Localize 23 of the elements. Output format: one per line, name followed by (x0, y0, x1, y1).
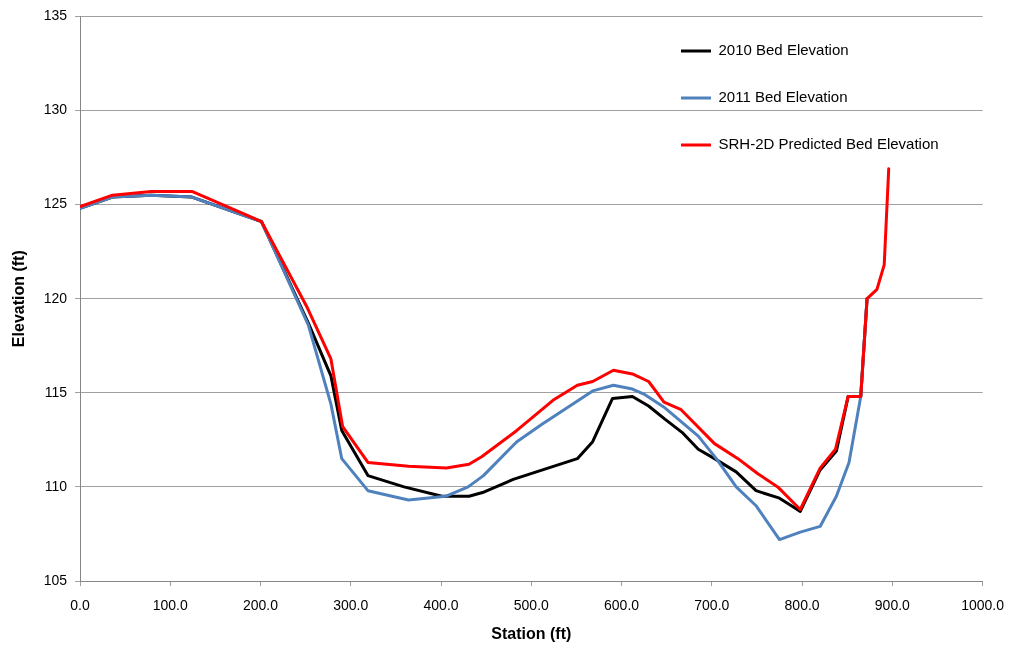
x-tick-label: 300.0 (333, 597, 369, 614)
x-tick-label: 1000.0 (961, 597, 1005, 614)
x-tick-label: 400.0 (423, 597, 459, 614)
x-axis-title: Station (ft) (491, 624, 572, 642)
x-tick-label: 500.0 (513, 597, 550, 614)
y-tick-label: 120 (43, 289, 68, 306)
y-axis-title: Elevation (ft) (10, 250, 28, 348)
y-tick-label: 125 (43, 195, 68, 212)
x-tick-label: 800.0 (784, 597, 820, 614)
y-tick-label: 105 (43, 571, 68, 588)
legend-label: SRH-2D Predicted Bed Elevation (718, 135, 939, 153)
legend-label: 2010 Bed Elevation (718, 41, 849, 59)
y-tick-label: 110 (44, 477, 68, 494)
y-tick-label: 135 (43, 7, 68, 24)
y-tick-label: 115 (44, 383, 68, 400)
x-tick-label: 0.0 (70, 597, 90, 614)
x-tick-label: 600.0 (604, 597, 640, 614)
x-tick-label: 700.0 (694, 597, 730, 614)
legend-label: 2011 Bed Elevation (718, 88, 848, 106)
y-tick-label: 130 (43, 101, 68, 118)
x-tick-label: 900.0 (874, 597, 911, 614)
x-tick-label: 100.0 (152, 597, 188, 614)
x-tick-label: 200.0 (242, 597, 279, 614)
